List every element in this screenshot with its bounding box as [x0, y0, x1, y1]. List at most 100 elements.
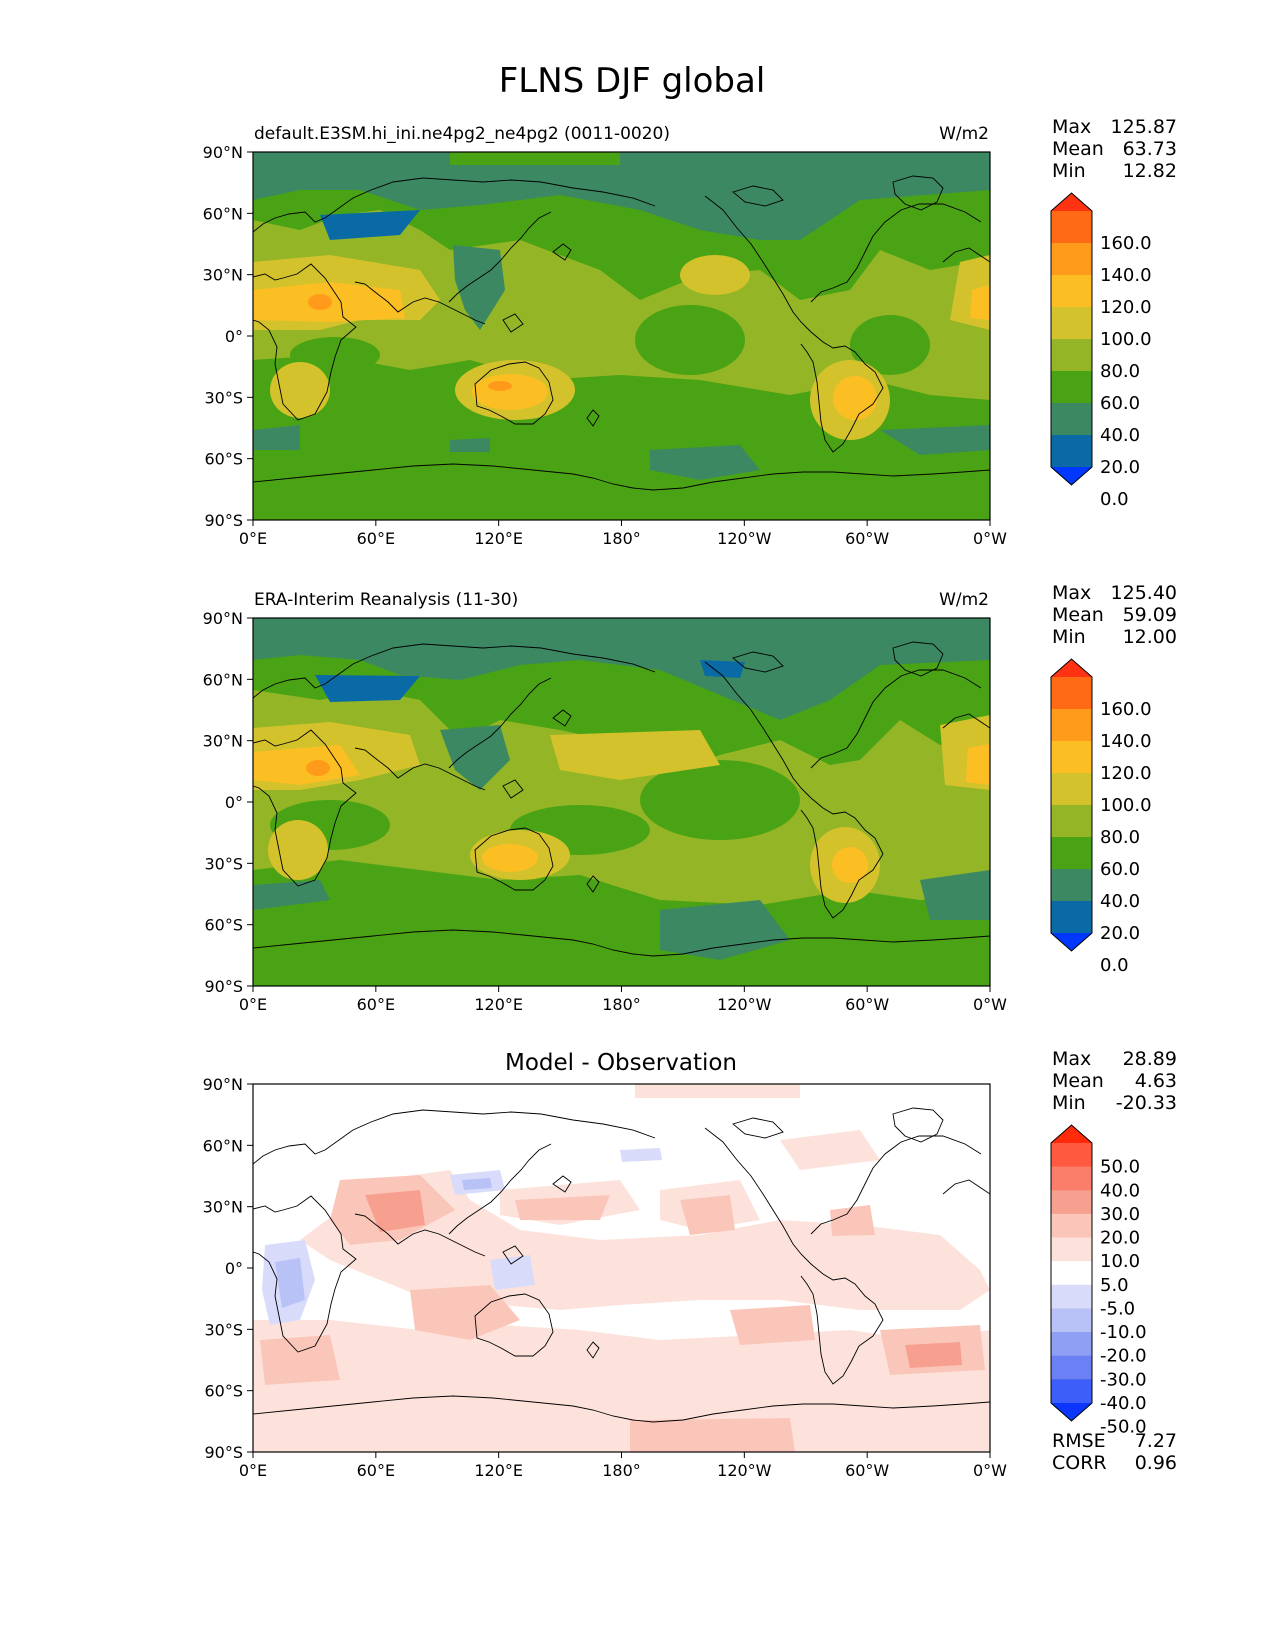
stat-label: Max	[1052, 1048, 1091, 1070]
colorbar-segment	[1051, 1166, 1092, 1191]
x-tick-label: 120°E	[474, 1461, 523, 1480]
colorbar-segment	[1051, 275, 1092, 308]
colorbar-tick-label: 120.0	[1100, 297, 1152, 318]
stat-label: Max	[1052, 116, 1091, 138]
stat-label: Mean	[1052, 138, 1104, 160]
colorbar-segment	[1051, 307, 1092, 340]
stat-label: Max	[1052, 582, 1091, 604]
colorbar-tick-label: 20.0	[1100, 457, 1140, 478]
y-tick-label: 30°S	[204, 1320, 243, 1339]
colorbar-segment	[1051, 339, 1092, 372]
y-tick-label: 60°N	[203, 1136, 243, 1155]
colorbar-segment	[1051, 1308, 1092, 1333]
x-tick-label: 0°E	[239, 529, 267, 548]
colorbar-tick-label: 60.0	[1100, 393, 1140, 414]
y-tick-label: 60°N	[203, 670, 243, 689]
colorbar-segment	[1051, 403, 1092, 436]
panel-left-title: ERA-Interim Reanalysis (11-30)	[254, 590, 518, 610]
colorbar-tick-label: 80.0	[1100, 827, 1140, 848]
x-tick-label: 120°E	[474, 529, 523, 548]
x-tick-label: 60°E	[357, 529, 395, 548]
stat-value: 63.73	[1123, 138, 1177, 160]
colorbar-tick-label: 120.0	[1100, 763, 1152, 784]
colorbar: 160.0 140.0 120.0 100.0 80.0 60.0 40.0 20.0 0.0	[1050, 192, 1152, 510]
x-tick-label: 120°W	[717, 995, 772, 1014]
colorbar-tick-label: 20.0	[1100, 923, 1140, 944]
stat-value: 4.63	[1135, 1070, 1177, 1092]
stat-value: 59.09	[1123, 604, 1177, 626]
colorbar-segment	[1051, 741, 1092, 774]
colorbar-tick-label: 10.0	[1100, 1251, 1140, 1272]
stats-block: Max 28.89 Mean 4.63 Min -20.33	[1052, 1048, 1177, 1114]
y-tick-label: 90°N	[203, 1075, 243, 1094]
colorbar-extend-max	[1051, 659, 1092, 677]
colorbar-tick-label: 160.0	[1100, 699, 1152, 720]
y-tick-label: 0°	[225, 793, 243, 812]
stat-value: 12.82	[1123, 160, 1177, 182]
error-stat-value: 7.27	[1135, 1430, 1177, 1452]
colorbar-extend-min	[1051, 933, 1092, 951]
colorbar-outline	[1050, 658, 1093, 952]
x-tick-label: 60°E	[357, 1461, 395, 1480]
x-tick-label: 0°E	[239, 1461, 267, 1480]
colorbar-segment	[1051, 243, 1092, 276]
panel-units: W/m2	[939, 590, 989, 610]
colorbar-extend-max	[1051, 193, 1092, 211]
stat-value: -20.33	[1116, 1092, 1177, 1114]
colorbar-segment	[1051, 1261, 1092, 1286]
colorbar-tick-label: 100.0	[1100, 329, 1152, 350]
stats-block: Max 125.87 Mean 63.73 Min 12.82	[1052, 116, 1177, 182]
x-tick-label: 60°W	[845, 529, 889, 548]
axis-ticks: 0°E 60°E 120°E 180° 120°W 60°W 0°W 90°N 60°N 30°N…	[203, 609, 1008, 1014]
colorbar-tick-label: 30.0	[1100, 1204, 1140, 1225]
y-tick-label: 30°N	[203, 732, 243, 751]
panel-center-title: Model - Observation	[505, 1050, 737, 1076]
y-tick-label: 30°S	[204, 854, 243, 873]
stat-label: Min	[1052, 1092, 1086, 1114]
stat-label: Min	[1052, 160, 1086, 182]
colorbar-tick-label: -5.0	[1100, 1298, 1135, 1319]
map-field	[253, 152, 990, 520]
colorbar-segment	[1051, 869, 1092, 902]
stat-label: Mean	[1052, 604, 1104, 626]
x-tick-label: 120°W	[717, 529, 772, 548]
colorbar-extend-min	[1051, 1403, 1092, 1421]
x-tick-label: 0°W	[973, 529, 1007, 548]
colorbar-tick-label: 0.0	[1100, 955, 1129, 976]
colorbar-segment	[1051, 211, 1092, 244]
y-tick-label: 0°	[225, 327, 243, 346]
x-tick-label: 60°E	[357, 995, 395, 1014]
colorbar-extend-min	[1051, 467, 1092, 485]
y-tick-label: 90°N	[203, 143, 243, 162]
y-tick-label: 30°S	[204, 388, 243, 407]
colorbar: 160.0 140.0 120.0 100.0 80.0 60.0 40.0 20.0 0.0	[1050, 658, 1152, 976]
y-tick-label: 30°N	[203, 266, 243, 285]
panel-units: W/m2	[939, 124, 989, 144]
colorbar-segment	[1051, 773, 1092, 806]
colorbar-segment	[1051, 1213, 1092, 1239]
colorbar-tick-label: 5.0	[1100, 1275, 1129, 1296]
figure-title: FLNS DJF global	[499, 61, 766, 101]
y-tick-label: 60°S	[204, 450, 243, 469]
colorbar-tick-label: -20.0	[1100, 1346, 1147, 1367]
y-tick-label: 90°S	[204, 1443, 243, 1462]
stat-value: 125.40	[1111, 582, 1177, 604]
colorbar-segment	[1051, 1355, 1092, 1380]
colorbar-tick-label: 100.0	[1100, 795, 1152, 816]
x-tick-label: 0°W	[973, 995, 1007, 1014]
colorbar-segment	[1051, 677, 1092, 710]
colorbar-tick-label: 80.0	[1100, 361, 1140, 382]
error-stats: RMSE 7.27 CORR 0.96	[1052, 1430, 1177, 1474]
panel-difference: Model - Observation	[203, 1048, 1177, 1480]
stat-label: Mean	[1052, 1070, 1104, 1092]
colorbar-segment	[1051, 805, 1092, 838]
panel-observation: ERA-Interim Reanalysis (11-30) W/m2	[203, 582, 1177, 1014]
colorbar-outline	[1050, 1124, 1093, 1422]
axis-ticks: 0°E 60°E 120°E 180° 120°W 60°W 0°W 90°N 60°N 30°N…	[203, 143, 1008, 548]
colorbar-tick-label: -50.0	[1100, 1417, 1147, 1438]
y-tick-label: 0°	[225, 1259, 243, 1278]
y-tick-label: 60°N	[203, 204, 243, 223]
panel-model: default.E3SM.hi_ini.ne4pg2_ne4pg2 (0011-…	[203, 116, 1177, 548]
colorbar-extend-max	[1051, 1125, 1092, 1143]
x-tick-label: 180°	[602, 995, 641, 1014]
